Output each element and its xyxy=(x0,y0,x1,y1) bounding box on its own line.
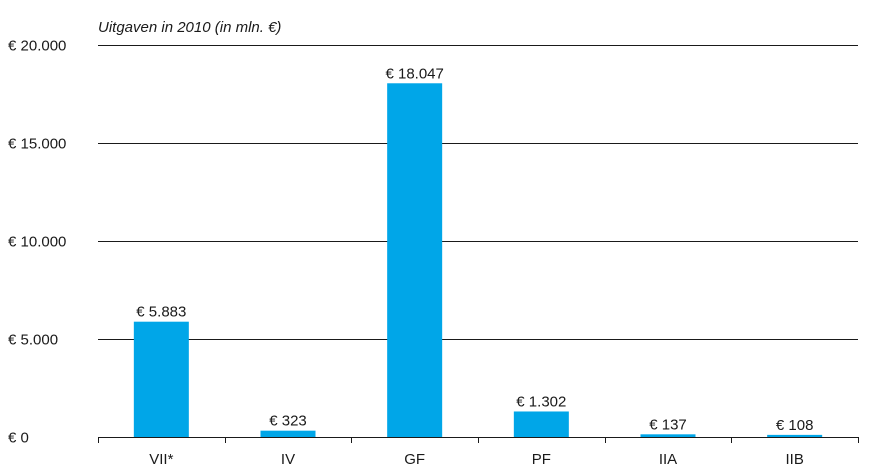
y-tick-label: € 10.000 xyxy=(8,234,66,251)
y-tick-label: € 15.000 xyxy=(8,136,66,153)
data-label: € 18.047 xyxy=(385,65,443,82)
bar xyxy=(133,321,189,437)
x-axis: VII* IV GF PF IIA IIB xyxy=(98,437,859,468)
y-axis-title: Uitgaven in 2010 (in mln. €) xyxy=(98,19,281,36)
bar xyxy=(640,434,696,437)
gridlines xyxy=(98,45,858,438)
x-tick-label: VII* xyxy=(149,451,173,468)
y-tick-label: € 0 xyxy=(8,430,29,447)
data-labels: € 5.883 € 323 € 18.047 € 1.302 € 137 € 108 xyxy=(136,65,813,434)
bars xyxy=(133,83,823,437)
data-label: € 5.883 xyxy=(136,304,186,321)
x-tick-label: IV xyxy=(281,451,295,468)
x-tick-label: PF xyxy=(532,451,551,468)
data-label: € 137 xyxy=(649,416,687,433)
bar xyxy=(767,434,823,437)
y-axis-ticks: € 0 € 5.000 € 10.000 € 15.000 € 20.000 xyxy=(8,38,66,447)
y-tick-label: € 5.000 xyxy=(8,332,58,349)
x-tick-label: IIA xyxy=(659,451,677,468)
bar xyxy=(260,430,316,437)
bar xyxy=(513,411,569,437)
data-label: € 1.302 xyxy=(516,393,566,410)
x-tick-label: GF xyxy=(404,451,425,468)
data-label: € 323 xyxy=(269,413,307,430)
data-label: € 108 xyxy=(776,417,814,434)
x-tick-label: IIB xyxy=(785,451,803,468)
y-tick-label: € 20.000 xyxy=(8,38,66,55)
bar xyxy=(387,83,443,437)
